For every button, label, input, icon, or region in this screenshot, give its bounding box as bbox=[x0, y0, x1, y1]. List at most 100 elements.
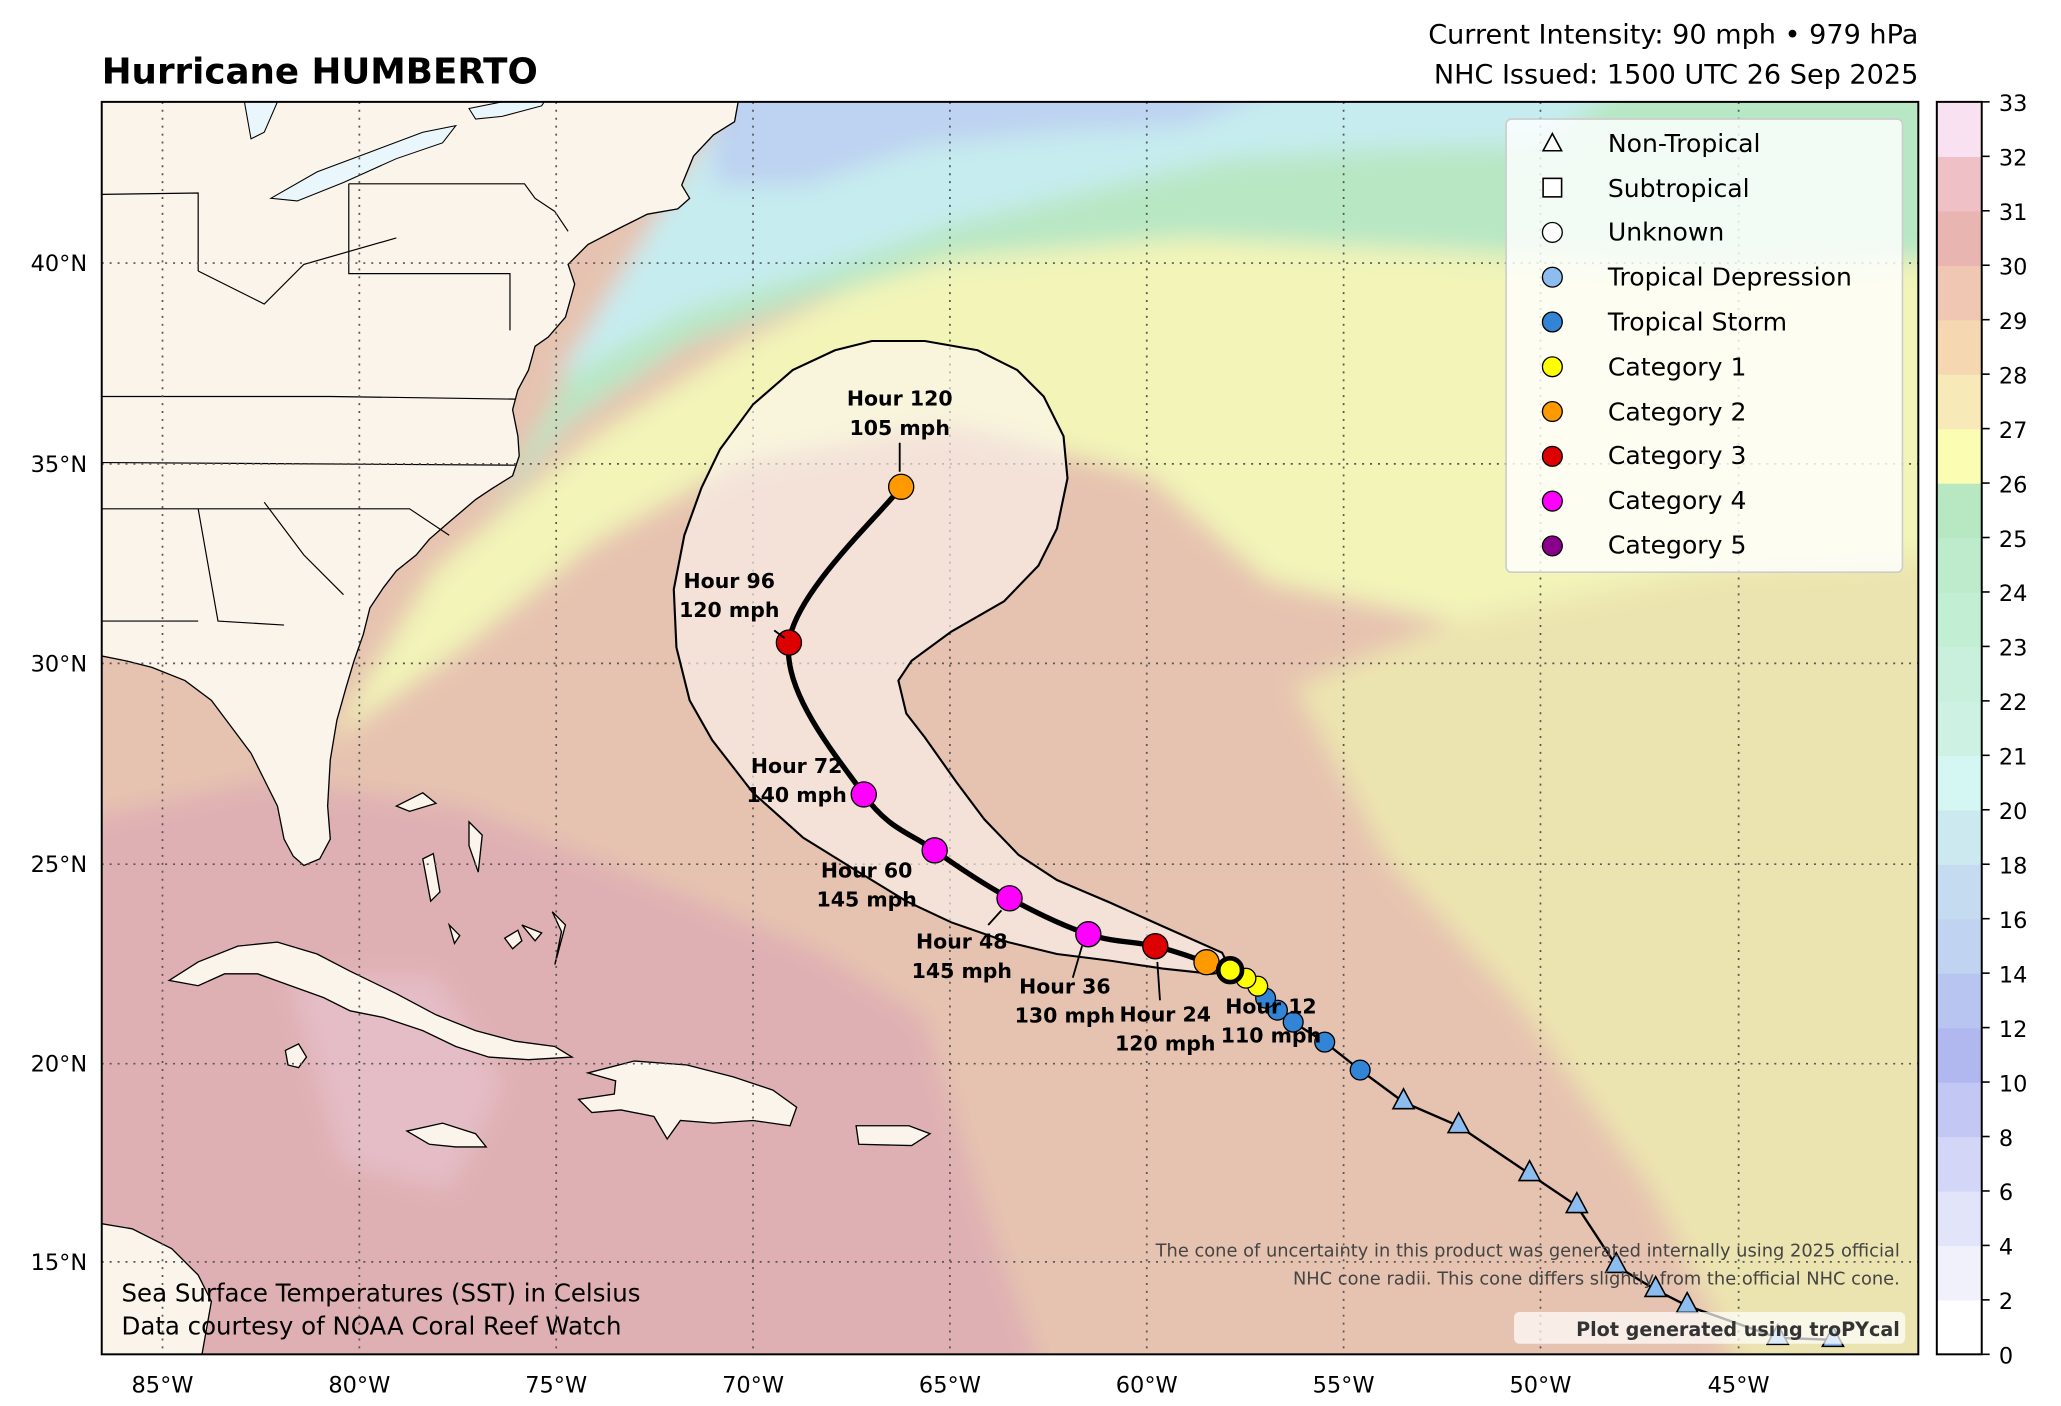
colorbar-tick-label: 10 bbox=[1999, 1071, 2028, 1097]
forecast-label-hour: Hour 60 bbox=[821, 858, 912, 882]
central-america bbox=[101, 1223, 213, 1355]
legend-circle-icon bbox=[1541, 445, 1563, 467]
storm-title: Hurricane HUMBERTO bbox=[102, 51, 538, 92]
colorbar-tick-label: 28 bbox=[1999, 363, 2028, 389]
legend-label: Category 2 bbox=[1608, 397, 1747, 426]
past-track-point bbox=[1349, 1059, 1371, 1081]
issued-time: NHC Issued: 1500 UTC 26 Sep 2025 bbox=[1434, 59, 1919, 90]
colorbar-band bbox=[1936, 1190, 1982, 1247]
lon-tick: 85°W bbox=[132, 1373, 194, 1399]
forecast-label-wind: 145 mph bbox=[816, 887, 916, 911]
forecast-label-hour: Hour 48 bbox=[916, 930, 1007, 954]
colorbar-band bbox=[1936, 319, 1982, 375]
forecast-label-wind: 145 mph bbox=[912, 959, 1012, 983]
legend-label: Unknown bbox=[1608, 218, 1725, 247]
cuba bbox=[167, 941, 575, 1061]
colorbar-tick-label: 25 bbox=[1999, 527, 2028, 553]
lat-tick: 30°N bbox=[31, 651, 88, 677]
colorbar-tick-label: 22 bbox=[1999, 690, 2028, 716]
colorbar-tick-label: 2 bbox=[1999, 1289, 2013, 1315]
colorbar-band bbox=[1936, 918, 1982, 974]
colorbar-band bbox=[1936, 1136, 1982, 1192]
colorbar-tick-label: 32 bbox=[1999, 146, 2028, 172]
land bbox=[101, 101, 932, 1355]
lake-huron bbox=[243, 101, 279, 140]
current-position-marker bbox=[1215, 955, 1245, 985]
legend-label: Category 1 bbox=[1608, 352, 1747, 381]
colorbar-tick-label: 4 bbox=[1999, 1235, 2013, 1261]
label-leader-lines bbox=[773, 442, 1161, 1001]
lon-tick: 70°W bbox=[722, 1373, 784, 1399]
sst-note: Sea Surface Temperatures (SST) in Celsiu… bbox=[122, 1278, 641, 1307]
colorbar-tick-label: 24 bbox=[1999, 581, 2028, 607]
colorbar-tick-label: 14 bbox=[1999, 962, 2028, 988]
colorbar-band bbox=[1936, 755, 1982, 811]
plot-frame bbox=[100, 100, 1920, 1356]
legend-label: Category 4 bbox=[1608, 486, 1747, 515]
forecast-label-wind: 105 mph bbox=[850, 416, 950, 440]
lon-tick-labels: 85°W 80°W 75°W 70°W 65°W 60°W 55°W 50°W … bbox=[132, 1373, 1770, 1399]
colorbar-tick-label: 33 bbox=[1999, 91, 2028, 117]
isle-of-youth bbox=[284, 1042, 308, 1069]
colorbar-tick-label: 29 bbox=[1999, 309, 2028, 335]
colorbar-tick-label: 8 bbox=[1999, 1126, 2013, 1152]
colorbar-tick-label: 26 bbox=[1999, 472, 2028, 498]
colorbar-tick-label: 16 bbox=[1999, 908, 2028, 934]
lake-erie bbox=[269, 124, 458, 202]
colorbar-band bbox=[1936, 809, 1982, 865]
lat-tick: 25°N bbox=[31, 852, 88, 878]
forecast-label-hour: Hour 120 bbox=[847, 387, 953, 411]
legend-label: Subtropical bbox=[1608, 174, 1750, 203]
forecast-label-hour: Hour 96 bbox=[684, 569, 775, 593]
colorbar-band bbox=[1936, 537, 1982, 593]
colorbar-band bbox=[1936, 1245, 1982, 1301]
sst-colorbar: 0246810121416182021222324252627282930313… bbox=[1935, 91, 2028, 1370]
forecast-label-hour: Hour 72 bbox=[751, 754, 842, 778]
lon-tick: 45°W bbox=[1708, 1373, 1770, 1399]
forecast-label-hour: Hour 12 bbox=[1225, 994, 1316, 1018]
legend-label: Tropical Storm bbox=[1607, 307, 1787, 336]
past-track-point-non-tropical bbox=[1643, 1274, 1668, 1298]
legend-circle-icon bbox=[1541, 400, 1563, 423]
forecast-point bbox=[1193, 948, 1220, 976]
hispaniola bbox=[577, 1060, 798, 1141]
north-america-coast bbox=[101, 101, 739, 867]
lon-tick: 60°W bbox=[1116, 1373, 1178, 1399]
forecast-point bbox=[850, 781, 877, 808]
forecast-point bbox=[996, 885, 1023, 912]
forecast-point bbox=[887, 473, 915, 500]
lon-tick: 75°W bbox=[525, 1373, 587, 1399]
lon-tick: 50°W bbox=[1509, 1373, 1571, 1399]
past-track-point bbox=[1314, 1031, 1336, 1053]
forecast-point bbox=[1142, 933, 1169, 960]
colorbar-tick-label: 20 bbox=[1999, 799, 2028, 825]
colorbar-band bbox=[1936, 374, 1982, 430]
colorbar-band bbox=[1936, 483, 1982, 539]
colorbar-band bbox=[1936, 210, 1982, 266]
colorbar-band bbox=[1936, 700, 1982, 756]
past-track-point-non-tropical bbox=[1564, 1191, 1589, 1214]
legend-label: Tropical Depression bbox=[1607, 263, 1852, 292]
lat-tick: 15°N bbox=[31, 1250, 88, 1276]
colorbar-band bbox=[1936, 101, 1982, 157]
forecast-label-wind: 120 mph bbox=[679, 598, 779, 622]
colorbar-band bbox=[1936, 864, 1982, 920]
lat-tick: 20°N bbox=[31, 1052, 88, 1078]
puerto-rico bbox=[855, 1125, 932, 1147]
past-track-point-non-tropical bbox=[1604, 1250, 1629, 1274]
colorbar-tick-label: 6 bbox=[1999, 1180, 2013, 1206]
forecast-label-wind: 140 mph bbox=[746, 783, 846, 807]
bahamas bbox=[394, 792, 567, 965]
cone-disclaimer: NHC cone radii. This cone differs slight… bbox=[1293, 1268, 1900, 1289]
lat-tick: 40°N bbox=[31, 251, 88, 277]
lon-tick: 65°W bbox=[919, 1373, 981, 1399]
legend-label: Category 5 bbox=[1608, 531, 1747, 560]
legend-circle-icon bbox=[1541, 266, 1563, 288]
colorbar-frame bbox=[1935, 100, 1983, 1356]
legend-label: Non-Tropical bbox=[1608, 129, 1761, 158]
colorbar-band bbox=[1936, 1299, 1982, 1355]
colorbar-tick-label: 21 bbox=[1999, 745, 2028, 771]
lat-tick: 35°N bbox=[31, 452, 88, 478]
legend-circle-icon bbox=[1541, 221, 1563, 243]
